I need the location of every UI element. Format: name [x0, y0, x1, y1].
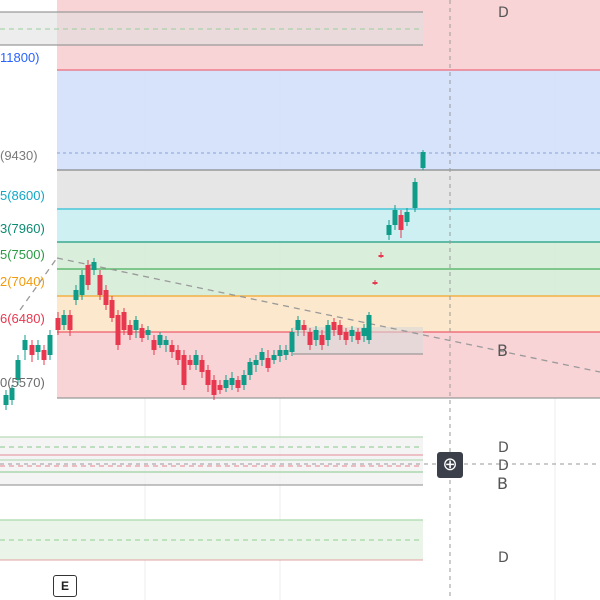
candle-body	[15, 360, 21, 380]
zoom-crosshair-button[interactable]: ⊕	[437, 452, 463, 478]
candle-body	[187, 360, 193, 365]
candle-body	[97, 275, 103, 295]
candle-body	[85, 265, 91, 285]
candle-body	[247, 362, 253, 375]
candle-body	[241, 375, 247, 385]
candle-body	[79, 275, 85, 295]
candle-body	[283, 350, 289, 355]
candle-body	[277, 350, 283, 356]
candle-body	[73, 290, 79, 300]
candle-body	[223, 380, 229, 388]
candle-body	[127, 325, 133, 335]
candle-body	[386, 225, 392, 235]
level-label-11800: 11800)	[0, 50, 40, 65]
candle-body	[121, 312, 127, 330]
level-label-7040: 2(7040)	[0, 274, 45, 289]
candle-body	[29, 345, 35, 355]
candle-body	[55, 318, 61, 330]
zone-band	[57, 242, 600, 269]
candle-body	[361, 328, 367, 336]
candle-body	[271, 355, 277, 360]
candle-body	[205, 370, 211, 385]
candle-body	[9, 388, 15, 400]
candle-body	[235, 380, 241, 388]
candle-body	[163, 340, 169, 345]
candle-body	[157, 335, 163, 345]
candle-body	[404, 212, 410, 222]
candle-body	[47, 335, 53, 355]
drawing-marker-d[interactable]: D	[498, 550, 509, 566]
drawing-marker-b[interactable]: B	[497, 341, 508, 360]
zone-band	[57, 269, 600, 296]
candle-body	[103, 290, 109, 305]
level-label-7960: 3(7960)	[0, 221, 45, 236]
candle-body	[343, 332, 349, 340]
candle-body	[109, 300, 115, 318]
candle-body	[139, 328, 145, 338]
candle-body	[392, 210, 398, 225]
candle-body	[253, 360, 259, 365]
drawing-marker-b[interactable]: B	[497, 474, 508, 493]
candle-body	[337, 325, 343, 335]
candle-body	[412, 182, 418, 208]
zone-band	[57, 70, 600, 170]
candle-body	[295, 320, 301, 330]
candle-body	[372, 282, 378, 284]
candle-body	[420, 152, 426, 168]
level-label-5570: 0(5570)	[0, 375, 45, 390]
candle-body	[307, 332, 313, 345]
candle-body	[151, 340, 157, 350]
drawing-marker-d[interactable]: D	[498, 5, 509, 21]
candle-body	[265, 358, 271, 368]
candle-body	[313, 330, 319, 340]
drawing-marker-d[interactable]: D	[498, 458, 509, 474]
candle-body	[289, 332, 295, 352]
candle-body	[301, 325, 307, 330]
candle-body	[331, 322, 337, 330]
candle-body	[175, 350, 181, 360]
lower-box	[0, 437, 423, 485]
level-label-8600: 5(8600)	[0, 188, 45, 203]
candle-body	[181, 355, 187, 385]
candle-body	[349, 330, 355, 336]
candle-body	[325, 325, 331, 340]
candle-body	[211, 380, 217, 395]
candle-body	[41, 350, 47, 360]
candle-body	[3, 395, 9, 405]
candle-body	[67, 315, 73, 330]
zone-band	[57, 209, 600, 242]
drawing-marker-d[interactable]: D	[498, 440, 509, 456]
candle-body	[259, 352, 265, 360]
candle-body	[61, 315, 67, 325]
candle-body	[217, 385, 223, 390]
level-label-6480: 6(6480)	[0, 311, 45, 326]
candle-body	[22, 340, 28, 350]
candle-body	[115, 315, 121, 345]
candle-body	[91, 262, 97, 270]
level-label-7500: 5(7500)	[0, 247, 45, 262]
candle-body	[199, 360, 205, 372]
candle-body	[229, 378, 235, 385]
candle-body	[378, 255, 384, 257]
candle-body	[133, 320, 139, 330]
candle-body	[319, 335, 325, 345]
zone-band	[57, 170, 600, 209]
candle-body	[366, 315, 372, 340]
candle-body	[398, 215, 404, 230]
candle-body	[169, 345, 175, 352]
trend-line	[56, 257, 600, 373]
plus-circle-icon: ⊕	[442, 454, 458, 475]
candle-body	[35, 345, 41, 352]
candle-body	[193, 355, 199, 365]
candle-body	[145, 330, 151, 335]
level-label-9430: (9430)	[0, 148, 38, 163]
earnings-e-badge[interactable]: E	[53, 575, 77, 597]
candle-body	[355, 332, 361, 340]
